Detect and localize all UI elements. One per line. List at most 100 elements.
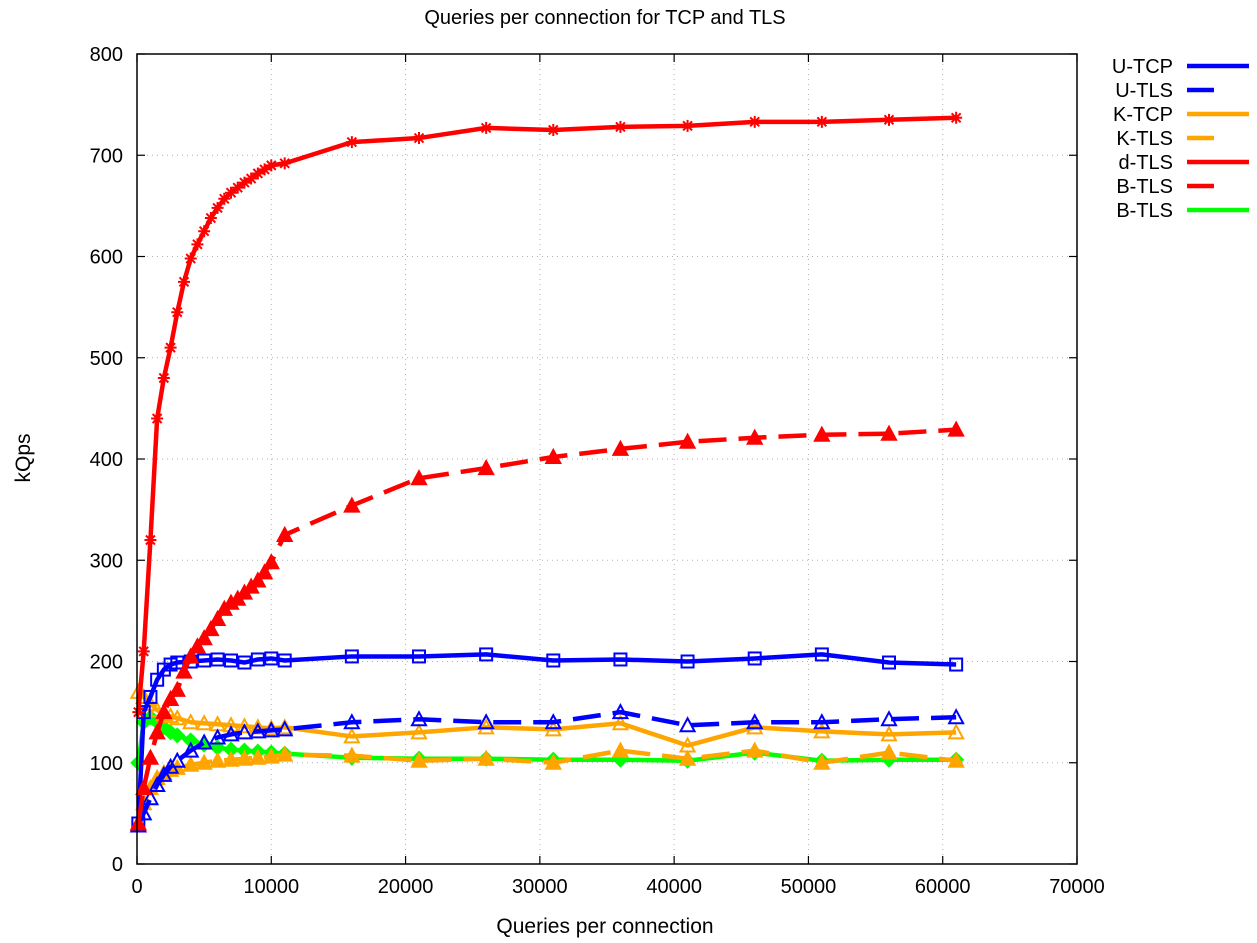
data-point [611, 439, 630, 456]
data-point [410, 469, 428, 486]
data-point [614, 120, 627, 133]
data-point [343, 713, 361, 730]
data-point [343, 746, 361, 763]
data-point [195, 753, 213, 770]
data-point [169, 727, 186, 744]
legend-label: d-TLS [1119, 152, 1173, 174]
data-point [813, 425, 831, 442]
data-point [413, 132, 425, 145]
y-tick-label: 800 [90, 44, 123, 66]
data-point [191, 238, 204, 251]
series-line [136, 652, 957, 824]
legend-label: B-TLS [1116, 176, 1173, 198]
data-point [262, 553, 280, 570]
data-point [222, 750, 240, 767]
data-point [681, 119, 694, 132]
data-point [880, 424, 898, 441]
data-point [245, 172, 258, 185]
data-point [157, 372, 170, 384]
data-point [262, 721, 280, 738]
legend-item: d-TLS [1119, 152, 1249, 174]
data-point [343, 496, 361, 513]
x-tick-label: 40000 [646, 876, 702, 898]
data-point [748, 115, 761, 128]
data-point [249, 571, 267, 588]
series-line [136, 115, 957, 713]
axis-ticks: 0 100 200 300 400 500 600 700 800 0 10000 20000 3000… [90, 44, 1105, 898]
data-point [277, 653, 292, 668]
data-point [477, 718, 495, 735]
data-point [132, 706, 145, 719]
data-point [258, 163, 271, 176]
data-point [814, 647, 829, 662]
data-point [678, 716, 697, 733]
data-point [950, 111, 963, 124]
legend-item: U-TCP [1112, 56, 1249, 78]
data-point [182, 755, 200, 772]
data-point [477, 459, 495, 476]
data-point [278, 157, 291, 170]
data-point [143, 689, 158, 704]
data-point [198, 225, 211, 238]
legend-item: U-TLS [1115, 80, 1214, 102]
data-point [208, 728, 227, 745]
legend-item: B-TLS [1116, 176, 1214, 198]
plot-frame [136, 53, 1078, 865]
data-point [880, 743, 898, 760]
data-point [813, 713, 831, 730]
x-axis-label: Queries per connection [496, 915, 713, 938]
data-point [249, 748, 267, 765]
legend-label: U-TLS [1115, 80, 1173, 102]
data-point [208, 751, 227, 768]
data-point [210, 652, 225, 667]
data-point [882, 655, 896, 670]
data-point [264, 651, 279, 666]
y-tick-label: 600 [90, 247, 123, 269]
data-point [947, 723, 965, 740]
data-point [678, 432, 697, 449]
x-tick-label: 0 [131, 876, 142, 898]
data-point [611, 714, 630, 731]
data-point [164, 341, 177, 354]
data-point [208, 609, 227, 626]
data-point [161, 689, 180, 706]
data-point [746, 741, 764, 758]
data-point [547, 123, 560, 136]
data-point [410, 751, 428, 768]
x-tick-label: 60000 [915, 876, 971, 898]
data-point [141, 789, 160, 806]
data-point [343, 727, 361, 744]
data-point [410, 710, 428, 727]
y-tick-label: 100 [90, 753, 123, 775]
y-tick-label: 400 [90, 449, 123, 471]
data-point [880, 725, 898, 742]
data-point [480, 121, 493, 134]
data-point [746, 718, 764, 735]
data-point [410, 723, 428, 740]
data-point [611, 703, 630, 720]
data-point [746, 713, 764, 730]
data-point [202, 619, 220, 637]
data-point [747, 651, 762, 666]
y-tick-label: 200 [90, 652, 123, 674]
data-point [195, 629, 213, 646]
series-0 [131, 647, 964, 831]
data-point [141, 748, 160, 765]
data-point [237, 655, 252, 670]
x-tick-label: 30000 [512, 876, 568, 898]
data-point [276, 745, 294, 762]
series-4 [132, 111, 963, 719]
data-point [251, 167, 264, 180]
data-point [168, 751, 186, 768]
data-point [168, 709, 186, 726]
series-layer [129, 111, 965, 833]
data-point [611, 741, 630, 758]
data-point [613, 652, 628, 667]
legend-item: K-TCP [1113, 104, 1249, 126]
series-3 [129, 741, 965, 831]
data-point [815, 115, 828, 128]
data-point [151, 412, 164, 425]
data-point [182, 713, 200, 730]
x-tick-label: 10000 [243, 876, 299, 898]
data-point [949, 657, 964, 672]
